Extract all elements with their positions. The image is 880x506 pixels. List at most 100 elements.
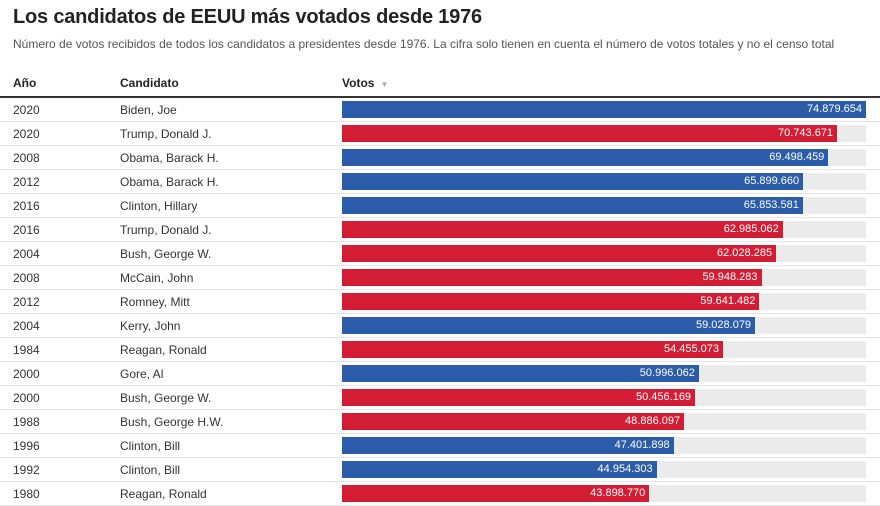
year-cell: 2008 [13, 271, 40, 285]
vote-label: 50.996.062 [639, 367, 695, 379]
vote-bar: 69.498.459 [342, 149, 829, 166]
vote-bar: 59.641.482 [342, 293, 760, 310]
table-row: 2012 Romney, Mitt 59.641.482 [0, 290, 880, 314]
table-row: 2020 Trump, Donald J. 70.743.671 [0, 122, 880, 146]
candidate-cell: Clinton, Hillary [120, 199, 198, 213]
bar-track: 65.899.660 [342, 173, 866, 190]
column-header-candidate[interactable]: Candidato [120, 76, 179, 90]
year-cell: 2004 [13, 247, 40, 261]
candidate-cell: Obama, Barack H. [120, 175, 219, 189]
vote-bar: 65.899.660 [342, 173, 804, 190]
bar-track: 59.641.482 [342, 293, 866, 310]
bar-track: 65.853.581 [342, 197, 866, 214]
year-cell: 1988 [13, 415, 40, 429]
bar-track: 47.401.898 [342, 437, 866, 454]
vote-label: 50.456.169 [636, 391, 692, 403]
vote-label: 69.498.459 [769, 151, 825, 163]
bar-track: 50.996.062 [342, 365, 866, 382]
vote-label: 59.641.482 [700, 295, 756, 307]
vote-bar: 48.886.097 [342, 413, 685, 430]
bar-track: 70.743.671 [342, 125, 866, 142]
year-cell: 1980 [13, 487, 40, 501]
vote-bar: 65.853.581 [342, 197, 803, 214]
vote-label: 70.743.671 [778, 127, 834, 139]
vote-bar: 59.948.283 [342, 269, 762, 286]
year-cell: 2000 [13, 391, 40, 405]
table-row: 1988 Bush, George H.W. 48.886.097 [0, 410, 880, 434]
vote-label: 65.899.660 [744, 175, 800, 187]
vote-label: 74.879.654 [806, 103, 862, 115]
vote-label: 65.853.581 [743, 199, 799, 211]
vote-bar: 50.996.062 [342, 365, 699, 382]
year-cell: 2020 [13, 127, 40, 141]
vote-bar: 44.954.303 [342, 461, 657, 478]
bar-track: 54.455.073 [342, 341, 866, 358]
chart-subtitle: Número de votos recibidos de todos los c… [13, 37, 835, 51]
column-header-year[interactable]: Año [13, 76, 37, 90]
year-cell: 1984 [13, 343, 40, 357]
vote-label: 47.401.898 [614, 439, 670, 451]
vote-bar: 43.898.770 [342, 485, 650, 502]
table-row: 2000 Gore, Al 50.996.062 [0, 362, 880, 386]
year-cell: 1992 [13, 463, 40, 477]
table-row: 2008 McCain, John 59.948.283 [0, 266, 880, 290]
bar-track: 62.028.285 [342, 245, 866, 262]
vote-bar: 59.028.079 [342, 317, 756, 334]
sort-desc-icon[interactable]: ▼ [380, 80, 389, 89]
candidate-cell: Trump, Donald J. [120, 223, 212, 237]
bar-track: 59.028.079 [342, 317, 866, 334]
year-cell: 2008 [13, 151, 40, 165]
year-cell: 2012 [13, 175, 40, 189]
year-cell: 2020 [13, 103, 40, 117]
candidate-cell: Bush, George W. [120, 391, 212, 405]
table-row: 1980 Reagan, Ronald 43.898.770 [0, 482, 880, 506]
bar-track: 59.948.283 [342, 269, 866, 286]
bar-track: 50.456.169 [342, 389, 866, 406]
table-body: 2020 Biden, Joe 74.879.654 2020 Trump, D… [0, 98, 880, 506]
table-row: 2016 Trump, Donald J. 62.985.062 [0, 218, 880, 242]
candidate-cell: Romney, Mitt [120, 295, 190, 309]
vote-label: 43.898.770 [590, 487, 646, 499]
year-cell: 2016 [13, 199, 40, 213]
table-row: 2000 Bush, George W. 50.456.169 [0, 386, 880, 410]
bar-track: 48.886.097 [342, 413, 866, 430]
table-row: 2016 Clinton, Hillary 65.853.581 [0, 194, 880, 218]
year-cell: 2000 [13, 367, 40, 381]
bar-track: 44.954.303 [342, 461, 866, 478]
candidate-cell: Reagan, Ronald [120, 343, 207, 357]
year-cell: 2016 [13, 223, 40, 237]
table-row: 1984 Reagan, Ronald 54.455.073 [0, 338, 880, 362]
chart-title: Los candidatos de EEUU más votados desde… [13, 6, 482, 28]
year-cell: 2012 [13, 295, 40, 309]
candidate-cell: McCain, John [120, 271, 194, 285]
vote-label: 54.455.073 [663, 343, 720, 355]
table-row: 2020 Biden, Joe 74.879.654 [0, 98, 880, 122]
year-cell: 2004 [13, 319, 40, 333]
vote-label: 62.028.285 [717, 247, 773, 259]
table-row: 2004 Kerry, John 59.028.079 [0, 314, 880, 338]
candidate-cell: Gore, Al [120, 367, 164, 381]
vote-bar: 47.401.898 [342, 437, 674, 454]
vote-bar: 50.456.169 [342, 389, 696, 406]
vote-bar: 62.028.285 [342, 245, 777, 262]
bar-track: 74.879.654 [342, 101, 866, 118]
candidate-cell: Bush, George W. [120, 247, 212, 261]
table-row: 2004 Bush, George W. 62.028.285 [0, 242, 880, 266]
column-header-votes[interactable]: Votos ▼ [342, 76, 388, 90]
candidate-cell: Clinton, Bill [120, 463, 181, 477]
vote-label: 62.985.062 [723, 223, 779, 235]
candidate-cell: Clinton, Bill [120, 439, 181, 453]
table-row: 1992 Clinton, Bill 44.954.303 [0, 458, 880, 482]
candidate-cell: Bush, George H.W. [120, 415, 224, 429]
candidate-cell: Reagan, Ronald [120, 487, 207, 501]
candidate-cell: Obama, Barack H. [120, 151, 219, 165]
year-cell: 1996 [13, 439, 40, 453]
bar-track: 69.498.459 [342, 149, 866, 166]
table-header: Año Candidato Votos ▼ [0, 72, 880, 98]
vote-bar: 70.743.671 [342, 125, 838, 142]
table-row: 1996 Clinton, Bill 47.401.898 [0, 434, 880, 458]
candidate-cell: Biden, Joe [120, 103, 177, 117]
vote-label: 59.948.283 [702, 271, 758, 283]
bar-track: 43.898.770 [342, 485, 866, 502]
vote-label: 44.954.303 [597, 463, 653, 475]
